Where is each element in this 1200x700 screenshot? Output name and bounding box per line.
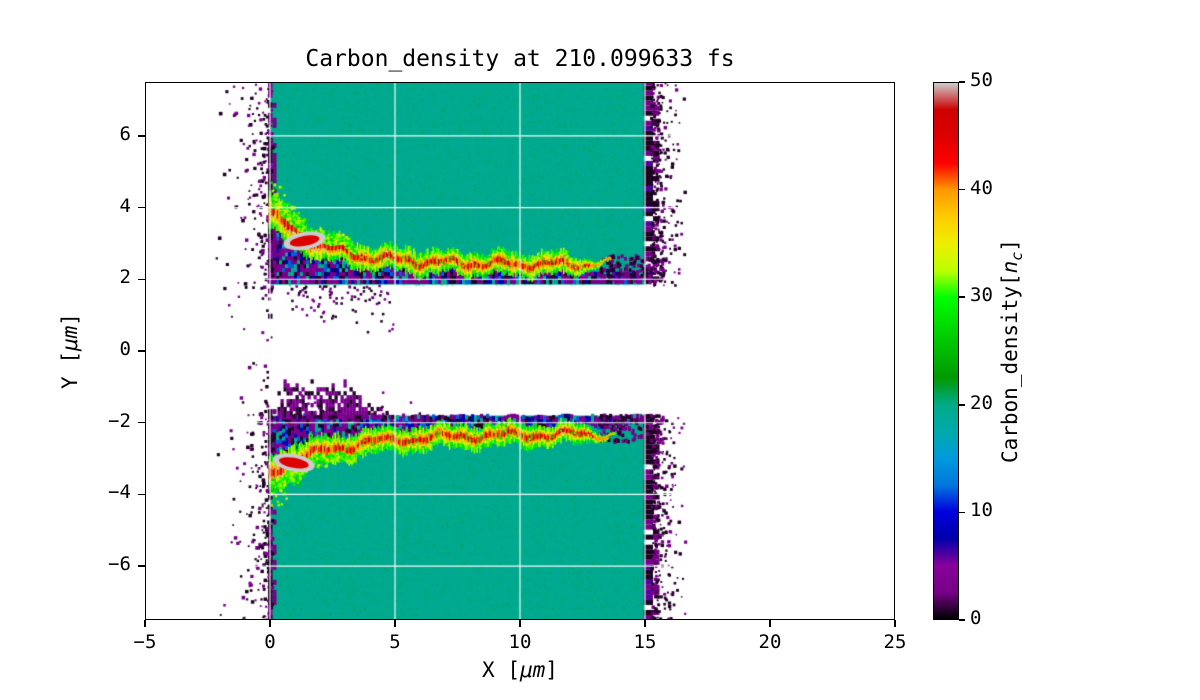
y-tick-mark: [138, 206, 145, 209]
y-tick-mark: [138, 350, 145, 352]
colorbar-label-sub: c: [1008, 251, 1027, 261]
colorbar-tick-mark: [959, 511, 965, 514]
colorbar-tick-mark: [959, 619, 965, 621]
colorbar-tick-mark: [959, 188, 965, 191]
y-tick-label: −6: [108, 553, 131, 576]
x-axis-label-suffix: ]: [545, 658, 558, 682]
colorbar-tick-label: 40: [970, 176, 993, 199]
colorbar-tick-label: 30: [970, 284, 993, 307]
y-tick-label: 6: [119, 122, 131, 145]
y-tick-mark: [138, 421, 145, 424]
x-tick-label: −5: [133, 631, 157, 653]
colorbar-tick-mark: [959, 296, 965, 298]
colorbar-tick-label: 50: [970, 69, 993, 91]
x-tick-label: 15: [633, 631, 657, 653]
x-tick-mark: [894, 620, 896, 627]
x-tick-label: 25: [883, 631, 907, 653]
x-tick-label: 5: [389, 631, 401, 653]
x-tick-label: 20: [758, 631, 782, 653]
y-tick-label: 4: [119, 194, 131, 217]
colorbar: [933, 82, 959, 620]
colorbar-tick-mark: [959, 81, 965, 83]
y-tick-label: −4: [108, 481, 131, 504]
x-tick-mark: [769, 620, 771, 627]
x-tick-mark: [644, 620, 646, 627]
y-tick-mark: [138, 278, 145, 281]
x-tick-label: 10: [508, 631, 532, 653]
colorbar-tick-label: 20: [970, 391, 993, 414]
x-axis-label: X [μm]: [482, 658, 558, 682]
colorbar-tick-label: 0: [970, 607, 982, 629]
y-tick-label: 0: [119, 338, 131, 360]
x-tick-label: 0: [264, 631, 276, 653]
x-tick-mark: [519, 620, 521, 627]
y-tick-label: 2: [119, 266, 131, 289]
x-tick-mark: [394, 620, 396, 627]
x-tick-mark: [269, 620, 271, 627]
colorbar-tick-mark: [959, 404, 965, 406]
heatmap-canvas: [145, 82, 895, 620]
y-tick-mark: [138, 493, 145, 496]
colorbar-label-text: Carbon_density[: [997, 273, 1022, 464]
y-axis-label-suffix: ]: [58, 313, 82, 326]
x-axis-label-text: X [: [482, 658, 520, 682]
y-tick-mark: [138, 135, 145, 137]
x-tick-mark: [144, 620, 146, 627]
colorbar-label-math: n: [997, 260, 1022, 274]
colorbar-tick-label: 10: [970, 499, 993, 522]
colorbar-label-suffix: ]: [997, 238, 1022, 252]
x-axis-label-math: μm: [519, 658, 546, 682]
colorbar-label: Carbon_density[nc]: [998, 239, 1026, 463]
y-tick-mark: [138, 565, 145, 567]
y-tick-label: −2: [108, 409, 131, 432]
chart-title: Carbon_density at 210.099633 fs: [305, 46, 735, 72]
